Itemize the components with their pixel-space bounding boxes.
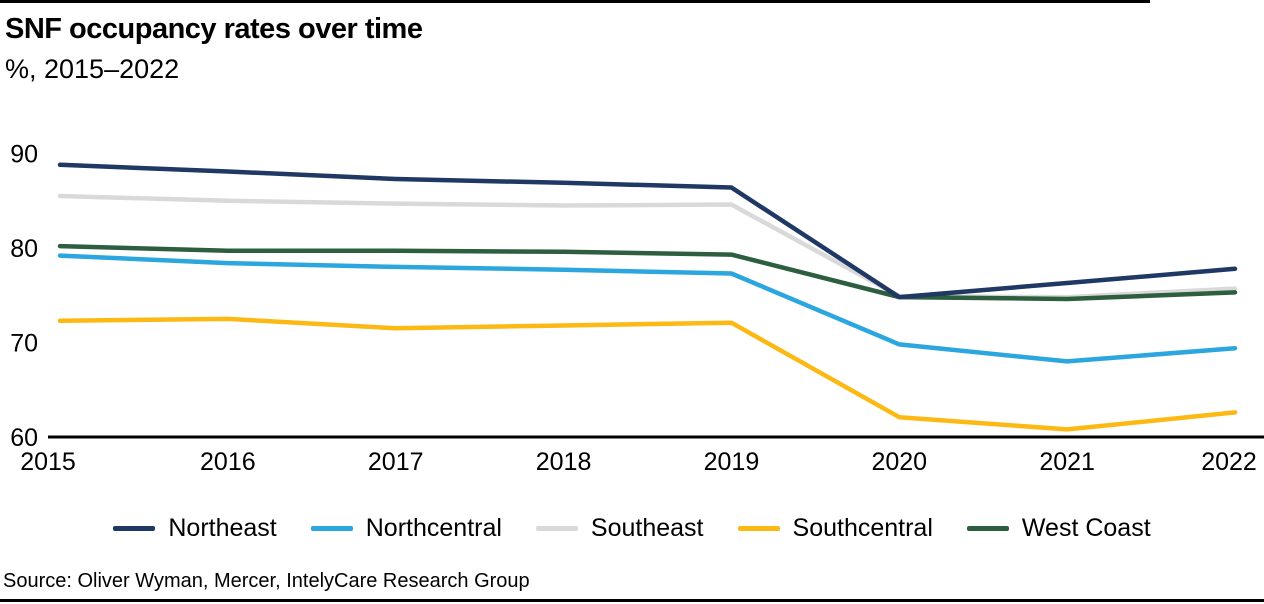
legend-item-southcentral: Southcentral	[737, 514, 933, 543]
legend-item-west-coast: West Coast	[966, 514, 1151, 543]
y-tick-label: 60	[10, 424, 38, 452]
x-tick-label: 2017	[368, 448, 424, 476]
chart-legend: Northeast Northcentral Southeast Southcentr…	[0, 514, 1264, 543]
line-chart: 60 70 80 90 2015 2016 2017 2018 2019 2020 2021 2022	[0, 130, 1264, 480]
series-line-west-coast	[57, 243, 1238, 302]
legend-label: Southcentral	[792, 514, 933, 542]
x-tick-label: 2019	[704, 448, 760, 476]
y-tick-label: 80	[10, 235, 38, 263]
chart-subtitle: %, 2015–2022	[5, 53, 180, 84]
page-title: SNF occupancy rates over time	[5, 13, 423, 45]
x-tick-label: 2018	[536, 448, 592, 476]
legend-swatch-icon	[535, 526, 578, 531]
legend-swatch-icon	[737, 526, 780, 531]
legend-swatch-icon	[966, 526, 1009, 531]
series-line-southcentral	[57, 316, 1238, 432]
legend-label: Northeast	[168, 514, 277, 542]
x-tick-label: 2021	[1039, 448, 1095, 476]
x-tick-label: 2020	[871, 448, 927, 476]
chart-canvas: 60 70 80 90 2015 2016 2017 2018 2019 2020 2021 2022	[10, 141, 1264, 476]
legend-item-northeast: Northeast	[113, 514, 277, 543]
bottom-rule	[0, 599, 1264, 602]
x-tick-label: 2015	[20, 448, 76, 476]
legend-label: Southeast	[590, 514, 704, 542]
legend-swatch-icon	[113, 526, 156, 531]
top-rule	[0, 0, 1150, 3]
y-tick-label: 90	[10, 141, 38, 169]
x-tick-label: 2016	[200, 448, 256, 476]
series-line-northeast	[57, 162, 1238, 300]
legend-label: Northcentral	[365, 514, 502, 542]
chart-header: SNF occupancy rates over time %, 2015–20…	[5, 12, 423, 85]
y-tick-label: 70	[10, 330, 38, 358]
legend-item-southeast: Southeast	[535, 514, 704, 543]
series-line-northcentral	[57, 253, 1238, 364]
legend-item-northcentral: Northcentral	[310, 514, 502, 543]
legend-swatch-icon	[310, 526, 353, 531]
legend-label: West Coast	[1021, 514, 1151, 542]
x-tick-label: 2022	[1201, 448, 1257, 476]
source-note: Source: Oliver Wyman, Mercer, IntelyCare…	[3, 570, 530, 592]
